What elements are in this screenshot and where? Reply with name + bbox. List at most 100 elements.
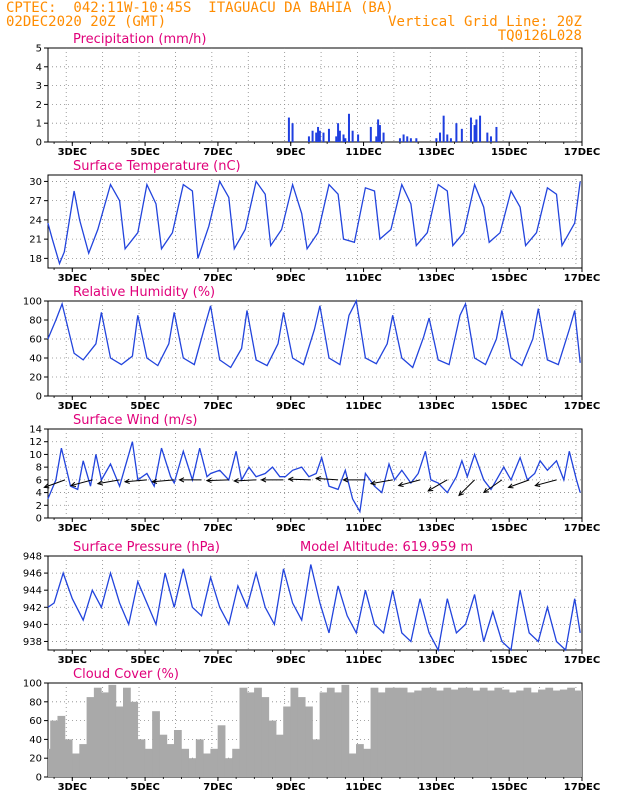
cloud-bar xyxy=(101,692,109,777)
y-tick-label: 20 xyxy=(29,373,42,384)
precip-bar xyxy=(378,125,381,142)
wind-arrow-head xyxy=(178,477,185,483)
cloud-bar xyxy=(465,687,474,777)
y-tick-label: 5 xyxy=(36,44,42,55)
cloud-bar xyxy=(166,744,175,777)
y-tick-label: 30 xyxy=(29,177,42,188)
precip-bar xyxy=(402,134,405,142)
wind-arrow xyxy=(178,477,202,483)
cloud-bar xyxy=(319,692,328,777)
cloud-bar xyxy=(326,687,335,777)
plot-frame xyxy=(47,47,583,143)
wind-arrow-head xyxy=(96,480,103,486)
y-tick-label: 946 xyxy=(23,569,42,580)
wind-arrow-head xyxy=(342,477,349,483)
x-tick-label: 15DEC xyxy=(491,147,527,158)
wind-arrow-head xyxy=(123,478,130,484)
wind-arrow-shaft xyxy=(234,479,257,482)
cloud-bar xyxy=(152,711,160,777)
y-tick-label: 938 xyxy=(23,637,42,648)
x-tick-label: 7DEC xyxy=(203,523,232,534)
precip-bar xyxy=(398,138,401,142)
precip-bar xyxy=(375,136,378,142)
wind-arrow-shaft xyxy=(370,479,393,485)
x-tick-label: 9DEC xyxy=(276,523,305,534)
cloud-bar xyxy=(239,687,248,777)
y-tick-label: 2 xyxy=(36,100,42,111)
cloud-bar xyxy=(305,706,313,777)
y-tick-label: 100 xyxy=(23,297,42,308)
cloud-bar xyxy=(377,692,386,777)
x-tick-label: 13DEC xyxy=(418,401,454,412)
cloud-bar xyxy=(290,687,299,777)
wind-arrow xyxy=(151,478,175,484)
x-tick-label: 3DEC xyxy=(58,655,87,666)
cloud-bar xyxy=(428,687,437,777)
cloud-bar xyxy=(552,690,561,777)
cloud-bar xyxy=(559,689,568,777)
wind-arrow xyxy=(427,479,448,492)
panel-title: Relative Humidity (%) xyxy=(73,285,215,300)
cloud-bar xyxy=(538,689,546,777)
cloud-bar xyxy=(472,690,481,777)
precip-bar xyxy=(317,126,320,142)
y-tick-label: 0 xyxy=(36,514,42,525)
y-tick-label: 0 xyxy=(36,773,42,784)
cloud-bar xyxy=(93,687,102,777)
wind-arrow-head xyxy=(534,481,541,487)
wind-arrow-head xyxy=(287,476,294,482)
y-tick-label: 40 xyxy=(29,354,42,365)
precip-bar xyxy=(337,123,340,142)
cloud-bar xyxy=(57,715,66,777)
wind-arrow-head xyxy=(260,477,267,483)
wind-arrow-shaft xyxy=(398,479,421,487)
wind-arrow xyxy=(123,478,147,484)
x-tick-label: 17DEC xyxy=(564,782,600,793)
x-tick-label: 13DEC xyxy=(418,655,454,666)
wind-arrow xyxy=(205,477,229,484)
cloud-bar xyxy=(72,753,80,777)
y-tick-label: 24 xyxy=(29,215,42,226)
x-tick-label: 5DEC xyxy=(130,523,159,534)
plot-frame xyxy=(47,174,583,269)
x-tick-label: 15DEC xyxy=(491,655,527,666)
precip-bar xyxy=(347,113,350,142)
x-tick-label: 11DEC xyxy=(345,523,381,534)
cloud-bar xyxy=(399,687,408,777)
precip-bar xyxy=(327,128,330,142)
header-date: 02DEC2020 20Z (GMT) xyxy=(6,14,167,30)
precip-bar xyxy=(495,126,498,142)
y-tick-label: 6 xyxy=(36,475,42,486)
x-tick-label: 3DEC xyxy=(58,401,87,412)
cloud-bar xyxy=(436,690,444,777)
panel-title: Surface Pressure (hPa) xyxy=(73,540,220,555)
precip-bar xyxy=(291,123,294,142)
y-tick-label: 100 xyxy=(23,679,42,690)
x-tick-label: 7DEC xyxy=(203,273,232,284)
precip-bar xyxy=(322,132,325,142)
wind-arrow xyxy=(534,479,557,487)
x-tick-label: 13DEC xyxy=(418,273,454,284)
panel-2: Relative Humidity (%) 3DEC 5DEC 7DEC 9DEC 11D… xyxy=(23,285,600,412)
x-tick-label: 5DEC xyxy=(130,782,159,793)
cloud-bar xyxy=(210,748,219,777)
wind-arrow-shaft xyxy=(206,479,229,482)
cloud-bar xyxy=(312,739,321,777)
x-tick-label: 7DEC xyxy=(203,401,232,412)
precip-bar xyxy=(382,132,385,142)
cloud-bar xyxy=(261,697,270,777)
cloud-bar xyxy=(385,687,393,777)
precip-bar xyxy=(442,115,445,142)
y-tick-label: 18 xyxy=(29,254,42,265)
x-tick-label: 3DEC xyxy=(58,782,87,793)
wind-arrow xyxy=(458,479,475,497)
x-tick-label: 7DEC xyxy=(203,147,232,158)
x-tick-label: 15DEC xyxy=(491,273,527,284)
x-tick-label: 13DEC xyxy=(418,782,454,793)
x-tick-label: 11DEC xyxy=(345,401,381,412)
wind-arrow-shaft xyxy=(152,479,175,483)
wind-arrow-shaft xyxy=(44,479,66,488)
cloud-bar xyxy=(406,692,415,777)
precip-bar xyxy=(369,126,372,142)
x-tick-label: 3DEC xyxy=(58,147,87,158)
